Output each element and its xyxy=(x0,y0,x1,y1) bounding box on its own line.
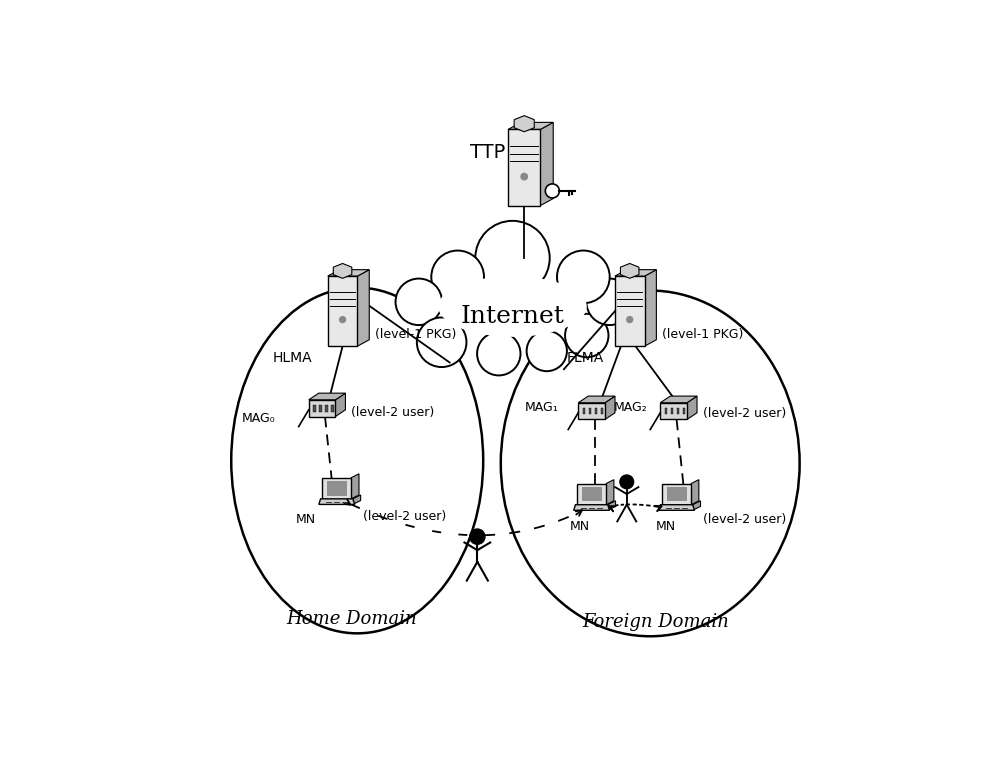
Polygon shape xyxy=(540,123,553,205)
Polygon shape xyxy=(662,483,691,505)
Circle shape xyxy=(620,475,634,489)
Bar xyxy=(327,481,347,495)
Bar xyxy=(331,405,334,412)
Bar xyxy=(319,405,322,412)
Polygon shape xyxy=(333,263,352,279)
Text: (level-1 PKG): (level-1 PKG) xyxy=(375,328,456,341)
Bar xyxy=(313,405,316,412)
Bar xyxy=(325,405,328,412)
Circle shape xyxy=(475,221,550,295)
Polygon shape xyxy=(620,263,639,279)
Circle shape xyxy=(627,317,633,323)
Circle shape xyxy=(521,174,527,180)
Polygon shape xyxy=(578,396,615,403)
Text: MN: MN xyxy=(570,520,590,533)
Polygon shape xyxy=(319,499,355,505)
Polygon shape xyxy=(693,501,701,511)
Ellipse shape xyxy=(438,276,587,337)
Text: (level-2 user): (level-2 user) xyxy=(363,510,446,523)
Text: MAG₁: MAG₁ xyxy=(524,401,558,414)
Bar xyxy=(589,408,591,415)
Circle shape xyxy=(477,332,520,375)
Circle shape xyxy=(470,529,485,544)
Polygon shape xyxy=(606,479,614,505)
Bar xyxy=(677,408,679,415)
Circle shape xyxy=(527,331,567,371)
Text: FLMA: FLMA xyxy=(567,351,604,365)
Bar xyxy=(667,487,687,501)
Polygon shape xyxy=(335,393,345,416)
Polygon shape xyxy=(578,403,605,419)
Circle shape xyxy=(396,279,442,325)
Circle shape xyxy=(340,317,346,323)
Polygon shape xyxy=(660,396,697,403)
Circle shape xyxy=(586,279,633,325)
Polygon shape xyxy=(353,495,361,505)
Polygon shape xyxy=(309,393,345,400)
Bar xyxy=(583,408,585,415)
Circle shape xyxy=(545,184,559,198)
Ellipse shape xyxy=(501,291,800,636)
Polygon shape xyxy=(508,129,540,205)
Text: HLMA: HLMA xyxy=(273,351,313,365)
Polygon shape xyxy=(328,276,357,346)
Polygon shape xyxy=(605,396,615,419)
Polygon shape xyxy=(574,505,610,511)
Bar xyxy=(582,487,602,501)
Polygon shape xyxy=(608,501,616,511)
Polygon shape xyxy=(659,505,694,511)
Circle shape xyxy=(417,317,466,367)
Polygon shape xyxy=(615,276,645,346)
Bar xyxy=(683,408,685,415)
Ellipse shape xyxy=(231,288,483,633)
Polygon shape xyxy=(691,479,699,505)
Text: MN: MN xyxy=(656,520,676,533)
Text: MN: MN xyxy=(296,513,316,526)
Polygon shape xyxy=(508,123,553,129)
Text: TTP: TTP xyxy=(470,143,506,162)
Text: (level-2 user): (level-2 user) xyxy=(351,406,435,419)
Text: Home Domain: Home Domain xyxy=(286,610,417,628)
Circle shape xyxy=(557,250,610,303)
Bar xyxy=(595,408,597,415)
Polygon shape xyxy=(687,396,697,419)
Polygon shape xyxy=(309,400,335,416)
Text: Internet: Internet xyxy=(461,305,564,329)
Text: (level-1 PKG): (level-1 PKG) xyxy=(662,328,743,341)
Bar xyxy=(601,408,603,415)
Polygon shape xyxy=(645,269,656,346)
Polygon shape xyxy=(322,478,351,499)
Polygon shape xyxy=(514,116,534,132)
Bar xyxy=(671,408,673,415)
Polygon shape xyxy=(357,269,369,346)
Polygon shape xyxy=(660,403,687,419)
Text: (level-2 user): (level-2 user) xyxy=(703,513,786,526)
Polygon shape xyxy=(577,483,606,505)
Polygon shape xyxy=(328,269,369,276)
Text: Foreign Domain: Foreign Domain xyxy=(583,613,729,631)
Text: (level-2 user): (level-2 user) xyxy=(703,407,786,420)
Text: MAG₂: MAG₂ xyxy=(614,401,647,414)
Text: MAG₀: MAG₀ xyxy=(242,412,275,425)
Circle shape xyxy=(565,314,608,357)
Bar xyxy=(665,408,667,415)
Polygon shape xyxy=(351,474,359,499)
Ellipse shape xyxy=(421,266,604,346)
Polygon shape xyxy=(615,269,656,276)
Circle shape xyxy=(431,250,484,303)
